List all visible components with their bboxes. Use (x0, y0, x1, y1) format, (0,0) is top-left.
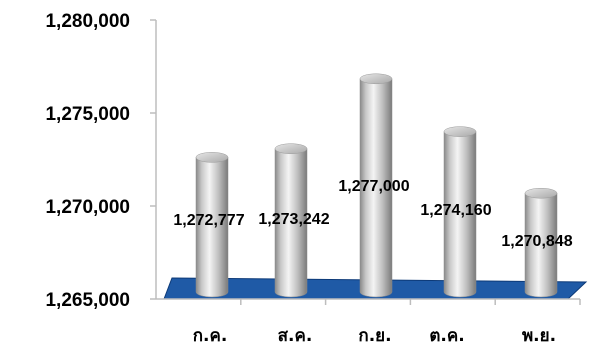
data-label: 1,277,000 (338, 178, 409, 195)
y-tick-label: 1,265,000 (45, 290, 130, 311)
cylinder-cap (274, 143, 308, 154)
cylinder-cap (443, 126, 477, 137)
data-label: 1,272,777 (173, 212, 244, 229)
data-label: 1,270,848 (501, 233, 572, 250)
bars (195, 73, 558, 298)
cylinder-body (443, 131, 477, 298)
cylinder-body (274, 148, 308, 298)
data-label: 1,274,160 (420, 202, 491, 219)
data-label: 1,273,242 (258, 211, 329, 228)
cylinder-bar (274, 143, 308, 298)
cylinder-cap (195, 152, 229, 163)
y-tick-label: 1,275,000 (45, 104, 130, 125)
cylinder-body (524, 192, 558, 298)
y-axis: 1,265,000 1,270,000 1,275,000 1,280,000 (45, 11, 581, 311)
y-tick-label: 1,280,000 (45, 11, 130, 32)
cylinder-bar (443, 126, 477, 298)
cylinder-bar (359, 73, 393, 298)
cylinder-bar (195, 152, 229, 298)
cylinder-cap (524, 187, 558, 199)
cylinder-body (359, 78, 393, 298)
cylinder-bar (524, 187, 558, 298)
category-label: ก.ค. (193, 326, 228, 346)
category-label: ก.ย. (358, 326, 391, 346)
y-tick-label: 1,270,000 (45, 197, 130, 218)
cylinder-cap (359, 73, 393, 85)
category-label: พ.ย. (522, 326, 556, 346)
cylinder-body (195, 157, 229, 298)
category-label: ต.ค. (429, 326, 464, 346)
labels: 1,272,777 ก.ค. 1,273,242 ส.ค. 1,277,000 ก.ย. 1… (173, 178, 572, 346)
category-label: ส.ค. (278, 326, 313, 346)
